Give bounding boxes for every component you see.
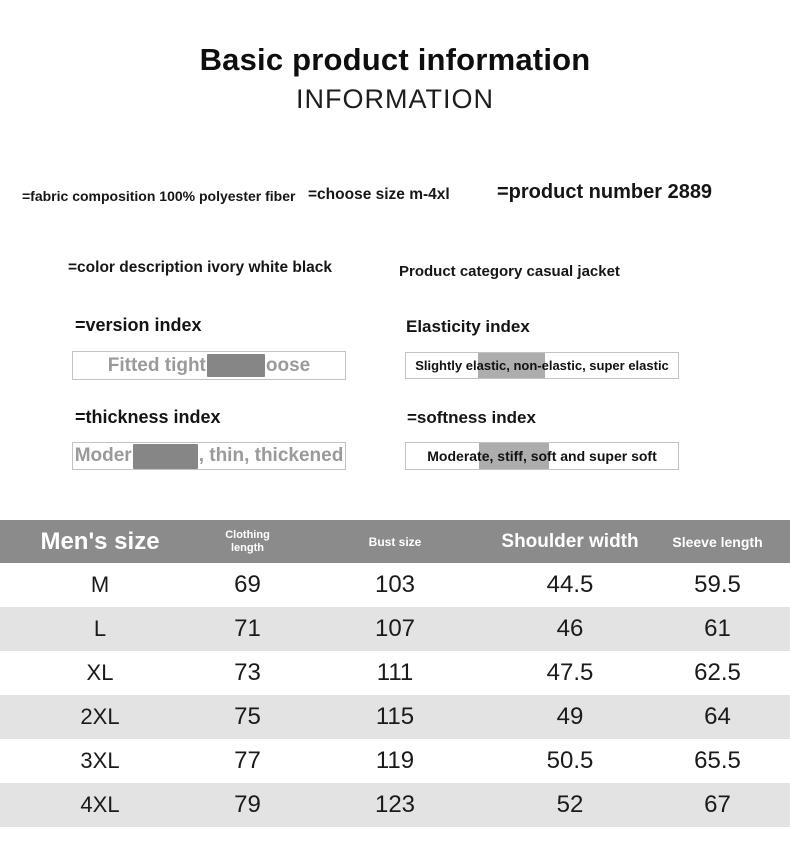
size-table: Men's size Clothing length Bust size Sho…: [0, 520, 790, 827]
shoulder-cell: 47.5: [546, 659, 594, 686]
bust-cell: 119: [375, 747, 415, 774]
size-cell: 3XL: [80, 748, 120, 773]
fabric-composition-text: =fabric composition 100% polyester fiber: [22, 188, 296, 204]
elasticity-index-box: Slightly elastic, non-elastic, super ela…: [405, 352, 679, 379]
thickness-index-label: =thickness index: [75, 407, 221, 427]
page-subtitle: INFORMATION: [296, 84, 494, 114]
size-table-body: M 69 103 44.5 59.5 L 71 107 46 61 XL 73 …: [0, 563, 790, 827]
bust-cell: 111: [376, 659, 414, 686]
sleeve-cell: 65.5: [694, 747, 741, 774]
shoulder-cell: 49: [556, 703, 584, 730]
product-number-text: =product number 2889: [497, 181, 713, 203]
thickness-value-after: , thin, thickened: [198, 445, 344, 466]
shoulder-cell: 52: [556, 791, 584, 818]
bust-cell: 103: [374, 571, 416, 598]
shoulder-cell: 44.5: [546, 571, 594, 598]
col-header-mens-size: Men's size: [40, 527, 160, 555]
table-row: 3XL 77 119 50.5 65.5: [0, 739, 790, 783]
shoulder-cell: 50.5: [546, 747, 594, 774]
version-value-before: Fitted tight: [107, 354, 206, 376]
sleeve-cell: 64: [704, 703, 731, 730]
sleeve-cell: 59.5: [694, 571, 741, 598]
choose-size-text: =choose size m-4xl: [308, 186, 450, 203]
bust-cell: 123: [374, 791, 416, 818]
version-value-after: oose: [265, 354, 311, 376]
sleeve-cell: 61: [704, 615, 731, 642]
table-row: M 69 103 44.5 59.5: [0, 563, 790, 607]
color-description-text: =color description ivory white black: [68, 259, 333, 276]
thickness-index-box: Moder , thin, thickened: [72, 442, 346, 470]
version-index-label: =version index: [75, 315, 202, 335]
softness-index-box: Moderate, stiff, soft and super soft: [405, 442, 679, 470]
col-header-shoulder-width: Shoulder width: [501, 530, 639, 552]
sleeve-cell: 67: [704, 791, 731, 818]
elasticity-value: Slightly elastic, non-elastic, super ela…: [415, 358, 669, 373]
table-row: 4XL 79 123 52 67: [0, 783, 790, 827]
size-cell: 4XL: [80, 792, 120, 817]
clothing-length-cell: 73: [234, 659, 261, 686]
col-header-clothing-length: Clothing length: [225, 529, 270, 554]
page-title: Basic product information: [199, 42, 591, 77]
product-category-text: Product category casual jacket: [399, 263, 620, 280]
size-table-header: Men's size Clothing length Bust size Sho…: [0, 520, 790, 563]
thickness-value-before: Moder: [74, 445, 132, 466]
bust-cell: 107: [374, 615, 416, 642]
shoulder-cell: 46: [556, 615, 584, 642]
clothing-length-cell: 71: [234, 615, 261, 642]
version-index-box: Fitted tight oose: [72, 351, 346, 380]
softness-value: Moderate, stiff, soft and super soft: [427, 448, 657, 464]
softness-index-label: =softness index: [407, 408, 536, 427]
col-header-sleeve-length: Sleeve length: [672, 533, 763, 550]
clothing-length-cell: 79: [234, 791, 261, 818]
size-cell: XL: [86, 660, 114, 685]
size-cell: M: [90, 572, 110, 597]
table-row: 2XL 75 115 49 64: [0, 695, 790, 739]
redaction-blob: [132, 443, 198, 469]
clothing-length-cell: 69: [234, 571, 261, 598]
gray-highlight: [478, 353, 545, 378]
gray-highlight: [479, 443, 549, 469]
col-header-bust-size: Bust size: [368, 534, 422, 549]
table-row: L 71 107 46 61: [0, 607, 790, 651]
size-cell: L: [93, 616, 107, 641]
table-row: XL 73 111 47.5 62.5: [0, 651, 790, 695]
size-cell: 2XL: [80, 704, 120, 729]
clothing-length-cell: 77: [234, 747, 261, 774]
sleeve-cell: 62.5: [694, 659, 741, 686]
clothing-length-cell: 75: [234, 703, 261, 730]
elasticity-index-label: Elasticity index: [406, 317, 530, 336]
redaction-blob: [206, 354, 265, 377]
bust-cell: 115: [375, 703, 415, 730]
